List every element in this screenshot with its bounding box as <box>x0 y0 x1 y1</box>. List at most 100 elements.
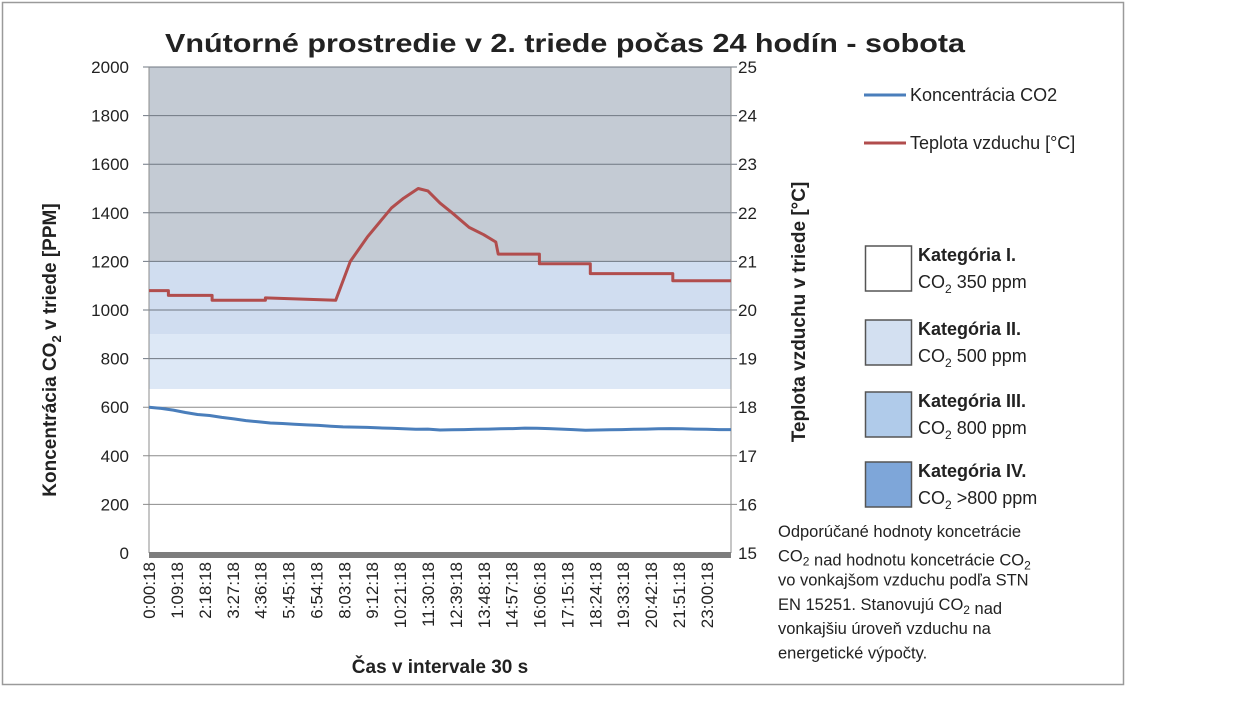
x-tick-label: 21:51:18 <box>670 562 689 628</box>
y2-tick-label: 16 <box>738 495 757 514</box>
x-tick-label: 1:09:18 <box>168 562 187 619</box>
x-tick-label: 12:39:18 <box>447 562 466 628</box>
note-line: Odporúčané hodnoty koncetrácie <box>778 523 1021 541</box>
y-tick-label: 0 <box>120 544 129 563</box>
category-ppm: 350 ppm <box>952 272 1027 292</box>
category-swatch <box>864 461 913 508</box>
x-axis-line <box>149 552 731 558</box>
legend-label: Teplota vzduchu [°C] <box>910 133 1075 153</box>
y-tick-label: 1600 <box>91 155 129 174</box>
x-tick-label: 14:57:18 <box>503 562 522 628</box>
x-tick-label: 3:27:18 <box>224 562 243 619</box>
y-axis-title-part: Koncentrácia CO <box>40 343 61 497</box>
co2-subscript: 2 <box>945 498 952 512</box>
note-line: EN 15251. Stanovujú CO2 nad <box>778 596 1002 618</box>
x-tick-label: 19:33:18 <box>614 562 633 628</box>
note-segment: nad <box>970 600 1002 618</box>
x-tick-label: 9:12:18 <box>363 562 382 619</box>
x-tick-label: 13:48:18 <box>475 562 494 628</box>
category-swatch <box>864 391 913 438</box>
note-segment: energetické výpočty. <box>778 645 927 663</box>
y2-tick-label: 19 <box>738 350 757 369</box>
y2-tick-label: 15 <box>738 544 757 563</box>
x-tick-label: 16:06:18 <box>531 562 550 628</box>
category-ppm: 500 ppm <box>952 346 1027 366</box>
y-tick-label: 800 <box>101 350 129 369</box>
x-tick-label: 20:42:18 <box>642 562 661 628</box>
note-line: vo vonkajšom vzduchu podľa STN <box>778 572 1029 590</box>
y2-tick-label: 21 <box>738 252 757 271</box>
x-tick-label: 6:54:18 <box>307 562 326 619</box>
co2-text: CO <box>918 488 945 508</box>
co2-subscript: 2 <box>945 282 952 296</box>
note-line: CO2 nad hodnotu koncetrácie CO2 <box>778 547 1031 572</box>
y2-tick-label: 24 <box>738 107 757 126</box>
x-tick-label: 17:15:18 <box>558 562 577 628</box>
y-tick-label: 2000 <box>91 58 129 77</box>
category-value: CO2 350 ppm <box>918 272 1027 296</box>
chart-title: Vnútorné prostredie v 2. triede počas 24… <box>165 28 966 58</box>
category-ppm: >800 ppm <box>952 488 1038 508</box>
note-segment: Odporúčané hodnoty koncetrácie <box>778 523 1021 541</box>
note-segment: vonkajšiu úroveň vzduchu na <box>778 620 992 638</box>
y-tick-label: 1400 <box>91 204 129 223</box>
legend: Koncentrácia CO2 Teplota vzduchu [°C] Kate… <box>864 85 1075 512</box>
y-axis-title-part: v triede [PPM] <box>40 203 61 335</box>
category-label: Kategória I. <box>918 245 1016 265</box>
y2-tick-label: 22 <box>738 204 757 223</box>
category-value: CO2 800 ppm <box>918 418 1027 442</box>
note-subscript: 2 <box>803 554 810 568</box>
plot-area: 0 200 400 600 800 1000 1200 1400 1600 1800 2000 15 1… <box>91 58 757 628</box>
x-tick-label: 2:18:18 <box>196 562 215 619</box>
category-label: Kategória II. <box>918 319 1021 339</box>
y2-tick-label: 23 <box>738 155 757 174</box>
note-segment: nad hodnotu koncetrácie CO <box>809 551 1024 569</box>
y-tick-label: 1000 <box>91 301 129 320</box>
co2-subscript: 2 <box>945 356 952 370</box>
y2-tick-label: 18 <box>738 398 757 417</box>
co2-series-line <box>148 405 731 432</box>
note-segment: vo vonkajšom vzduchu podľa STN <box>778 572 1029 590</box>
temperature-series-line <box>149 187 731 302</box>
y-axis-title-sub: 2 <box>49 335 64 342</box>
x-axis-title: Čas v intervale 30 s <box>352 656 528 678</box>
note-line: vonkajšiu úroveň vzduchu na <box>778 620 992 638</box>
co2-category-band <box>149 334 731 389</box>
note-subscript: 2 <box>963 603 970 617</box>
x-tick-label: 23:00:18 <box>698 562 717 628</box>
y2-tick-label: 17 <box>738 447 757 466</box>
note-segment: EN 15251. Stanovujú CO <box>778 596 963 614</box>
category-value: CO2 >800 ppm <box>918 488 1037 512</box>
y-axis-title: Koncentrácia CO2 v triede [PPM] <box>40 203 64 496</box>
legend-label: Koncentrácia CO2 <box>910 85 1057 105</box>
category-label: Kategória IV. <box>918 461 1026 481</box>
y-tick-label: 1800 <box>91 107 129 126</box>
co2-subscript: 2 <box>945 428 952 442</box>
category-value: CO2 500 ppm <box>918 346 1027 370</box>
y-tick-label: 400 <box>101 447 129 466</box>
x-tick-label: 4:36:18 <box>252 562 271 619</box>
note-line: energetické výpočty. <box>778 645 927 663</box>
y2-tick-label: 20 <box>738 301 757 320</box>
category-swatch <box>864 319 913 366</box>
x-tick-label: 11:30:18 <box>419 562 438 627</box>
y2-tick-label: 25 <box>738 58 757 77</box>
y2-axis-title: Teplota vzduchu v triede [°C] <box>789 182 810 443</box>
category-ppm: 800 ppm <box>952 418 1027 438</box>
note-segment: CO <box>778 547 803 565</box>
x-tick-label: 0:00:18 <box>140 562 159 619</box>
x-tick-label: 10:21:18 <box>391 562 410 628</box>
co2-text: CO <box>918 272 945 292</box>
x-tick-label: 5:45:18 <box>280 562 299 619</box>
note-subscript: 2 <box>1024 558 1031 572</box>
y-tick-label: 600 <box>101 398 129 417</box>
x-tick-label: 18:24:18 <box>586 562 605 628</box>
co2-text: CO <box>918 418 945 438</box>
category-swatch <box>864 245 913 292</box>
y-tick-label: 1200 <box>91 252 129 271</box>
category-label: Kategória III. <box>918 391 1026 411</box>
y-tick-label: 200 <box>101 495 129 514</box>
co2-text: CO <box>918 346 945 366</box>
